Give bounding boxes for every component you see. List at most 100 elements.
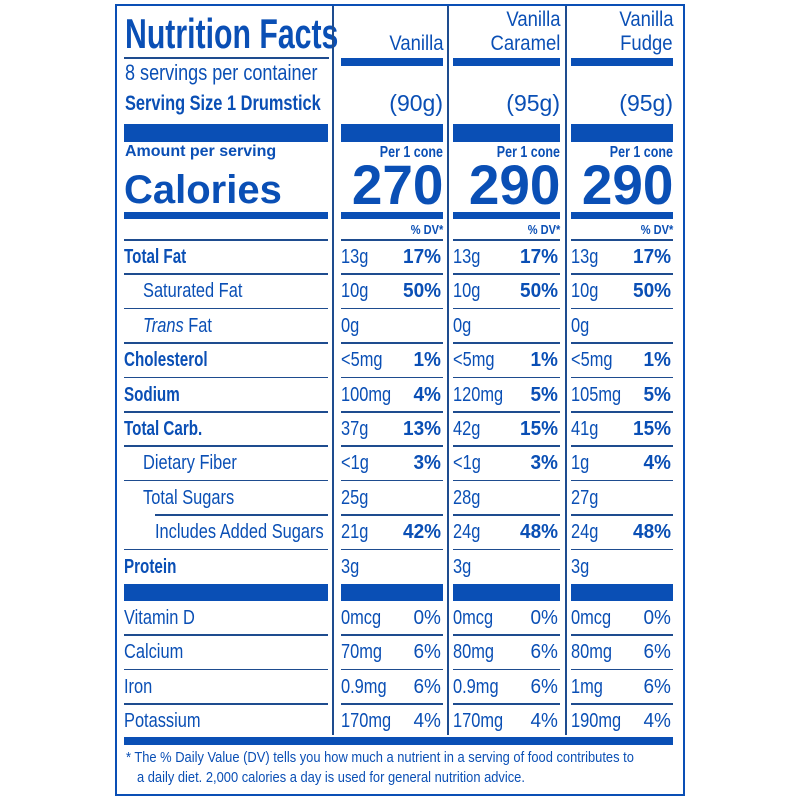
cell-rule — [571, 548, 673, 551]
vitamin-dv-text: 0% — [643, 607, 671, 629]
label-title-text: Nutrition Facts — [125, 10, 339, 57]
nutrient-amount: 3g — [453, 555, 475, 579]
cell-rule — [453, 307, 560, 310]
servings-per-container: 8 servings per container — [125, 60, 360, 86]
nutrient-amount-text: 21g — [341, 521, 369, 544]
column-name-line1-text: Vanilla — [618, 8, 673, 31]
nutrient-amount: <5mg — [571, 348, 622, 372]
nutrient-amount: 13g — [453, 245, 486, 269]
row-rule — [124, 548, 328, 551]
row-rule — [124, 342, 328, 344]
cell-rule — [571, 411, 673, 413]
nutrient-amount: 0g — [453, 314, 475, 338]
vitamin-amount-text: 0mcg — [341, 607, 382, 629]
nutrient-dv-text: 15% — [632, 418, 671, 440]
calories-value: 290 — [561, 156, 673, 214]
nutrient-dv — [571, 314, 671, 338]
column-name-line1: Vanilla — [453, 8, 560, 32]
nutrient-amount-text: <1g — [453, 452, 481, 475]
nutrient-amount: 41g — [571, 417, 604, 441]
vitamin-dv: 6% — [571, 640, 671, 664]
nutrient-dv — [453, 555, 558, 579]
vitamin-dv-text: 6% — [530, 641, 558, 664]
nutrient-amount: <5mg — [341, 348, 392, 372]
vitamin-dv-text: 0% — [530, 607, 558, 629]
column-vitamin-bar — [341, 584, 443, 601]
nutrient-dv: 3% — [341, 451, 441, 475]
cell-rule — [571, 273, 673, 275]
nutrient-amount: 42g — [453, 417, 486, 441]
cell-rule — [571, 479, 673, 482]
vitamin-amount-text: 0mcg — [571, 607, 612, 629]
nutrient-label: Cholesterol — [124, 348, 234, 372]
nutrient-dv — [453, 314, 558, 338]
row-rule — [124, 273, 328, 275]
row-rule — [124, 376, 328, 379]
column-name-line2: Fudge — [571, 32, 673, 56]
calories-label: Calories — [124, 168, 282, 212]
nutrient-dv: 42% — [341, 520, 441, 544]
dv-header-text: % DV* — [410, 222, 443, 237]
cell-rule — [571, 514, 673, 516]
nutrient-amount-text: 37g — [341, 418, 369, 440]
nutrient-label: Protein — [124, 555, 193, 579]
vitamin-amount-text: 1mg — [571, 675, 603, 698]
vitamin-label-text: Iron — [124, 675, 153, 698]
calories-bar — [124, 212, 328, 219]
vitamin-dv: 0% — [453, 606, 558, 630]
vitamin-dv: 4% — [453, 709, 558, 733]
vitamin-dv-text: 0% — [413, 607, 441, 629]
footnote-line-2: a daily diet. 2,000 calories a day is us… — [137, 769, 525, 786]
nutrient-dv: 17% — [341, 245, 441, 269]
nutrient-amount-text: 10g — [453, 280, 481, 303]
vitamin-amount-text: 0mcg — [453, 607, 494, 629]
nutrient-dv: 1% — [341, 348, 441, 372]
vitamin-amount: 0.9mg — [341, 675, 397, 699]
footnote: * The % Daily Value (DV) tells you how m… — [126, 748, 686, 788]
calories-value: 270 — [331, 156, 443, 214]
vitamin-dv-text: 4% — [530, 710, 558, 733]
nutrient-dv: 50% — [571, 279, 671, 303]
vitamin-amount-text: 0.9mg — [453, 675, 499, 698]
vitamin-dv-text: 6% — [643, 641, 671, 664]
vitamin-amount: 70mg — [341, 640, 391, 664]
row-rule — [124, 668, 328, 671]
cell-rule — [453, 273, 560, 275]
nutrient-amount-text: 1g — [571, 452, 590, 475]
nutrient-dv-text: 50% — [402, 280, 441, 303]
column-header-bar — [571, 58, 673, 66]
nutrient-amount-text: 0g — [341, 314, 360, 337]
vitamin-dv: 4% — [341, 709, 441, 733]
dv-header: % DV* — [453, 222, 560, 238]
column-header-bar — [453, 58, 560, 66]
column-name-line2: Vanilla — [341, 32, 443, 56]
cell-rule — [341, 479, 443, 482]
nutrient-label-text: Total Carb. — [124, 418, 203, 440]
vitamin-amount-text: 170mg — [453, 710, 504, 733]
per-unit-label: Per 1 cone — [341, 144, 443, 162]
vitamin-amount: 0mcg — [571, 606, 620, 630]
nutrient-amount: 105mg — [571, 383, 632, 407]
column-divider-2 — [447, 6, 449, 735]
column-calories-bar — [453, 212, 560, 219]
nutrient-amount: 13g — [341, 245, 374, 269]
nutrient-amount: 28g — [453, 486, 486, 510]
nutrient-label: Dietary Fiber — [143, 451, 257, 475]
nutrient-dv: 15% — [453, 417, 558, 441]
nutrient-amount-text: 13g — [571, 246, 599, 268]
nutrient-dv: 1% — [571, 348, 671, 372]
nutrient-dv: 5% — [453, 383, 558, 407]
nutrient-amount-text: 24g — [453, 521, 481, 544]
nutrient-label-text: Total Fat — [124, 246, 187, 268]
nutrient-dv-text: 42% — [402, 521, 441, 544]
nutrient-amount: 0g — [571, 314, 593, 338]
vitamin-label: Potassium — [124, 709, 217, 733]
nutrient-dv: 3% — [453, 451, 558, 475]
per-unit-text: Per 1 cone — [609, 144, 673, 161]
row-rule — [124, 479, 328, 482]
nutrient-amount-text: 100mg — [341, 383, 392, 406]
nutrient-dv: 4% — [571, 451, 671, 475]
cell-rule — [453, 514, 560, 516]
nutrient-dv-text: 1% — [413, 349, 441, 372]
nutrient-amount-text: <5mg — [453, 349, 495, 372]
